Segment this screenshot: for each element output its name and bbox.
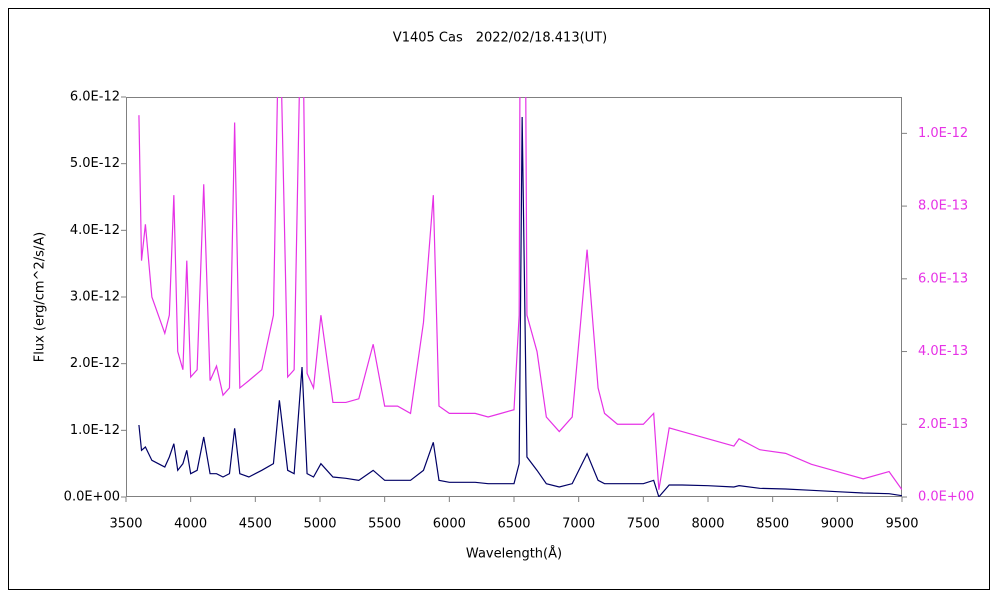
x-tick-label: 8000 [691,517,724,532]
x-tick-label: 4500 [239,517,272,532]
y-tick-label: 6.0E-12 [70,90,120,105]
x-tick-label: 3500 [109,517,142,532]
y-axis-label: Flux (erg/cm^2/s/A) [33,232,48,362]
y-tick-label: 0.0E+00 [64,490,120,505]
y2-tick-label: 0.0E+00 [918,490,974,505]
x-tick-label: 9500 [885,517,918,532]
y-tick-label: 5.0E-12 [70,156,120,171]
y2-tick-label: 6.0E-13 [918,271,968,286]
y2-tick-label: 1.0E-12 [918,126,968,141]
x-tick-label: 4000 [174,517,207,532]
y2-tick-label: 8.0E-13 [918,199,968,214]
series-line [138,116,902,497]
y-tick-label: 4.0E-12 [70,223,120,238]
x-tick-label: 6000 [433,517,466,532]
y-tick-label: 3.0E-12 [70,290,120,305]
x-tick-label: 9000 [821,517,854,532]
x-tick-label: 7500 [627,517,660,532]
x-tick-label: 7000 [562,517,595,532]
x-tick-label: 5000 [303,517,336,532]
x-tick-label: 8500 [756,517,789,532]
y-tick-label: 1.0E-12 [70,423,120,438]
x-tick-label: 5500 [368,517,401,532]
plot-area [126,97,902,497]
series-line [138,97,902,491]
y-tick-label: 2.0E-12 [70,356,120,371]
x-axis-label: Wavelength(Å) [466,546,562,562]
chart-title: V1405 Cas 2022/02/18.413(UT) [393,31,607,46]
x-tick-label: 6500 [497,517,530,532]
y2-tick-label: 2.0E-13 [918,417,968,432]
y2-tick-label: 4.0E-13 [918,344,968,359]
